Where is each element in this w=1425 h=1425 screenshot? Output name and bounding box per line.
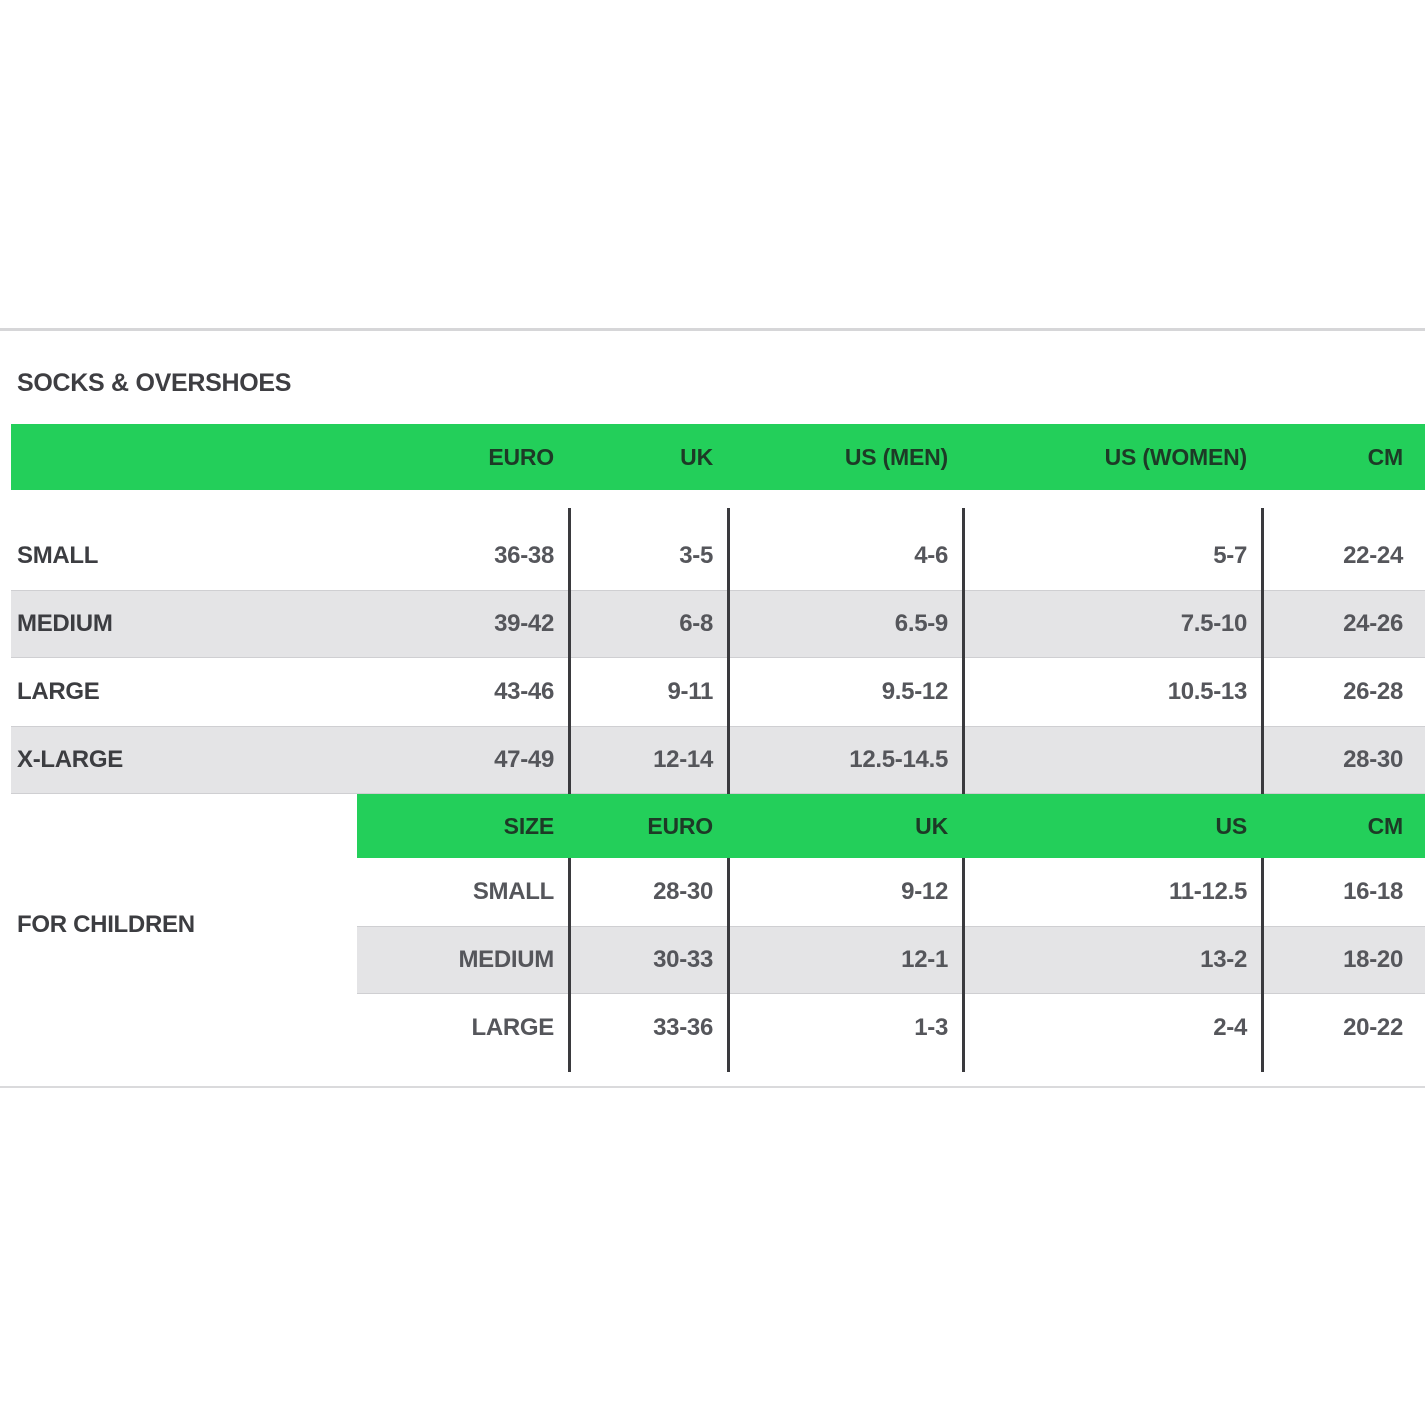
cell-cm: 24-26	[1343, 610, 1403, 637]
cell-size: SMALL	[472, 878, 554, 905]
table-row: MEDIUM 39-42 6-8 6.5-9 7.5-10 24-26	[11, 590, 1425, 658]
cell-cm: 16-18	[1343, 878, 1403, 905]
cell-euro: 33-36	[653, 1014, 713, 1041]
table-row: MEDIUM 30-33 12-1 13-2 18-20	[357, 926, 1425, 994]
cell-cm: 26-28	[1343, 678, 1403, 705]
children-header-uk: UK	[915, 812, 948, 839]
cell-us: 11-12.5	[1169, 878, 1247, 905]
cell-us-women: 10.5-13	[1167, 678, 1248, 705]
row-label: X-LARGE	[17, 746, 123, 773]
children-header-row: SIZE EURO UK US CM	[357, 794, 1425, 858]
row-label: SMALL	[17, 542, 99, 569]
cell-cm: 22-24	[1343, 542, 1403, 569]
cell-uk: 3-5	[679, 542, 713, 569]
adults-header-row: EURO UK US (MEN) US (WOMEN) CM	[11, 424, 1425, 490]
cell-us-women: 5-7	[1213, 542, 1247, 569]
cell-euro: 30-33	[653, 946, 713, 973]
cell-cm: 28-30	[1343, 746, 1403, 773]
cell-cm: 20-22	[1343, 1014, 1403, 1041]
cell-uk: 12-1	[901, 946, 948, 973]
children-header-us: US	[1215, 812, 1247, 839]
column-separator	[962, 508, 965, 794]
cell-size: MEDIUM	[458, 946, 554, 973]
column-separator	[1261, 508, 1264, 794]
column-separator	[727, 508, 730, 794]
children-section-label: FOR CHILDREN	[17, 911, 195, 938]
adults-header-uk: UK	[680, 443, 713, 470]
cell-us-men: 4-6	[914, 542, 948, 569]
cell-us-men: 9.5-12	[881, 678, 949, 705]
cell-us-women: 7.5-10	[1180, 610, 1248, 637]
cell-cm: 18-20	[1343, 946, 1403, 973]
column-separator	[568, 858, 571, 1072]
column-separator	[1261, 858, 1264, 1072]
cell-us-men: 12.5-14.5	[849, 746, 948, 773]
adults-header-euro: EURO	[488, 443, 554, 470]
cell-euro: 28-30	[653, 878, 713, 905]
adults-header-cm: CM	[1367, 443, 1404, 470]
cell-us: 2-4	[1213, 1014, 1247, 1041]
cell-uk: 6-8	[679, 610, 713, 637]
table-row: LARGE 33-36 1-3 2-4 20-22	[357, 994, 1425, 1062]
row-label: LARGE	[17, 678, 100, 705]
cell-euro: 43-46	[494, 678, 554, 705]
cell-size: LARGE	[471, 1014, 554, 1041]
column-separator	[568, 508, 571, 794]
children-header-size: SIZE	[503, 812, 555, 839]
row-label: MEDIUM	[17, 610, 113, 637]
cell-euro: 36-38	[494, 542, 554, 569]
cell-uk: 1-3	[914, 1014, 948, 1041]
cell-us-men: 6.5-9	[894, 610, 949, 637]
cell-euro: 39-42	[494, 610, 554, 637]
table-row: SMALL 36-38 3-5 4-6 5-7 22-24	[11, 522, 1425, 590]
table-row: LARGE 43-46 9-11 9.5-12 10.5-13 26-28	[11, 658, 1425, 726]
cell-us: 13-2	[1200, 946, 1247, 973]
table-row: SMALL 28-30 9-12 11-12.5 16-18	[357, 858, 1425, 926]
column-separator	[962, 858, 965, 1072]
page-title: SOCKS & OVERSHOES	[17, 369, 292, 397]
table-row: X-LARGE 47-49 12-14 12.5-14.5 28-30	[11, 726, 1425, 794]
cell-uk: 9-11	[667, 678, 713, 705]
top-divider	[0, 328, 1425, 331]
adults-header-us-men: US (MEN)	[844, 443, 948, 470]
cell-uk: 9-12	[901, 878, 948, 905]
bottom-divider	[0, 1086, 1425, 1088]
cell-uk: 12-14	[653, 746, 713, 773]
children-header-euro: EURO	[647, 812, 713, 839]
adults-header-us-women: US (WOMEN)	[1104, 443, 1248, 470]
cell-euro: 47-49	[494, 746, 554, 773]
children-header-cm: CM	[1367, 812, 1404, 839]
column-separator	[727, 858, 730, 1072]
